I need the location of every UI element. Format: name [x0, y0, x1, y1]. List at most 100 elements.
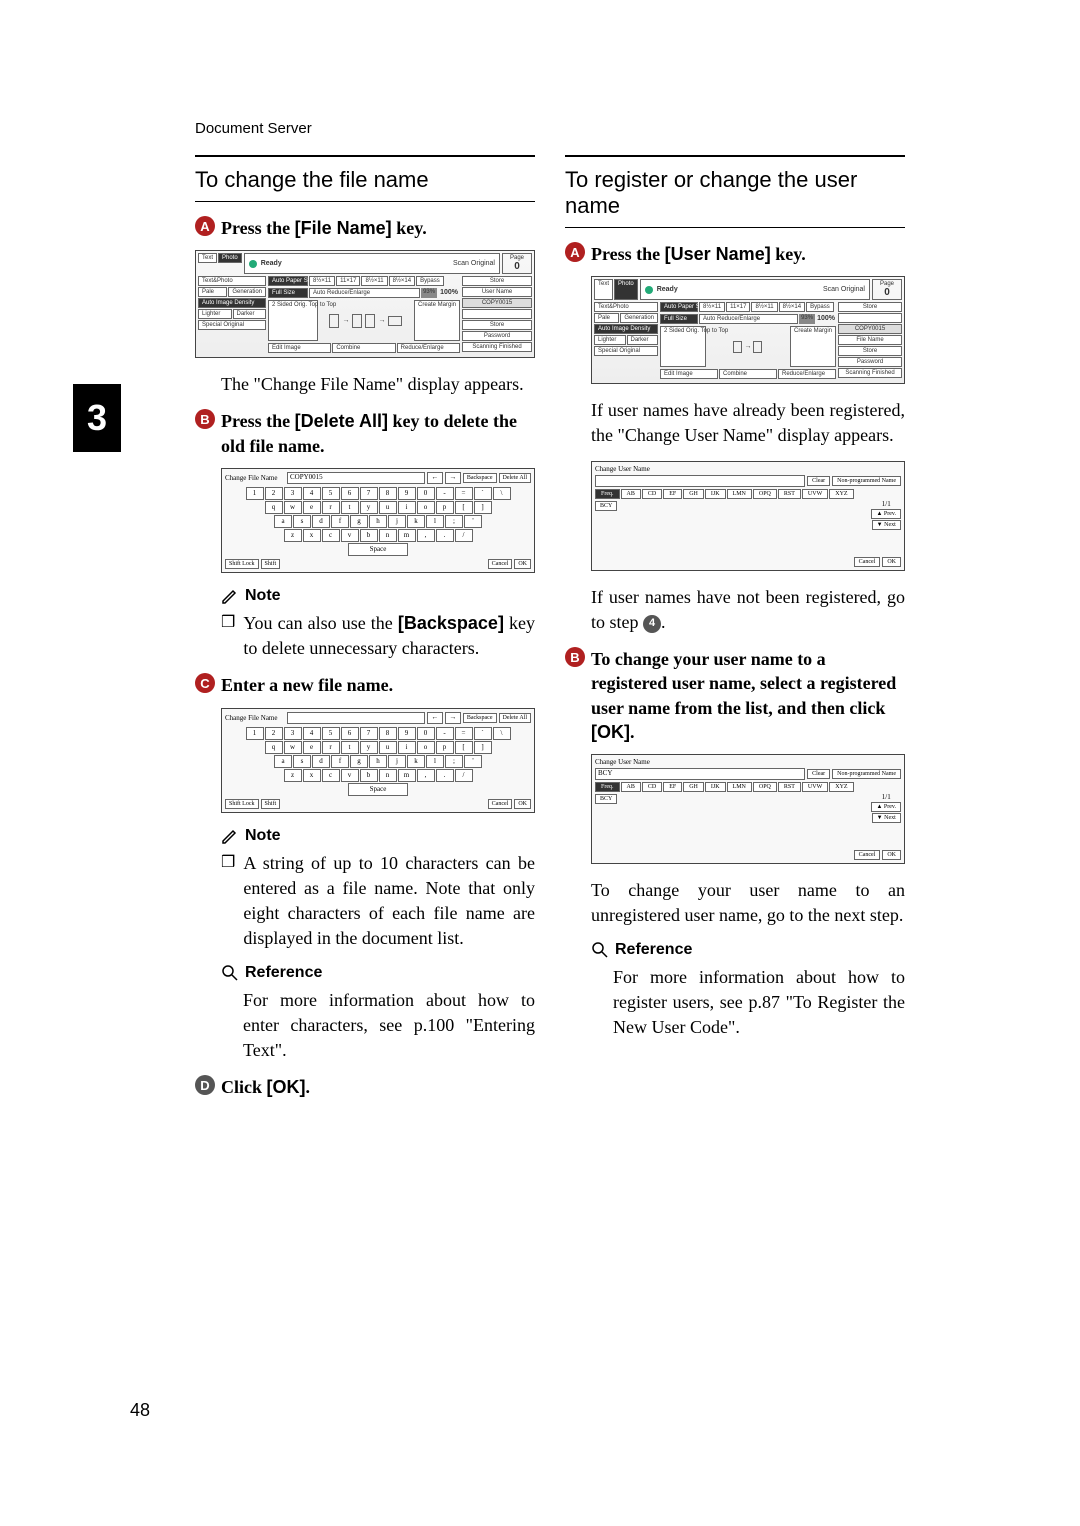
kb2-row4: zxcvbnm,./ [225, 769, 531, 782]
un-title-2: Change User Name [595, 758, 901, 766]
pct-r: 100% [816, 314, 836, 324]
ready-status-r: Ready Scan Original [640, 279, 870, 300]
note-2: Note [221, 827, 535, 845]
kb-key: 4 [303, 727, 321, 740]
right-column: To register or change the user name A Pr… [565, 155, 905, 1109]
un-tab: UVW [802, 489, 828, 499]
after-rstep1-text: If user names have already been register… [591, 398, 905, 448]
ready-text-r: Ready [657, 286, 678, 293]
pencil-icon [221, 827, 239, 845]
tab-textphoto: Text&Photo [198, 276, 266, 286]
tab-text-r: Text [594, 279, 613, 300]
kb-key: [ [455, 741, 473, 754]
kb-key: 7 [360, 727, 378, 740]
kb-key: 6 [341, 487, 359, 500]
kb2-row2: qwertyuiop[] [225, 741, 531, 754]
bypass: Bypass [416, 276, 444, 286]
un-cancel-1: Cancel [854, 557, 881, 567]
kb-right: → [445, 472, 461, 484]
kb-input: COPY0015 [287, 472, 425, 484]
kb-key: c [322, 529, 340, 542]
user-name-key: [User Name] [665, 244, 771, 264]
kb-key: \ [493, 487, 511, 500]
kb-key: 2 [265, 727, 283, 740]
kb-key: t [341, 501, 359, 514]
filenameval: COPY0015 [462, 298, 532, 308]
step-marker-b: B [195, 409, 215, 429]
page-counter-r: Page 0 [872, 279, 902, 300]
special-original-r: Special Original [594, 346, 658, 356]
page-counter: Page 0 [502, 253, 532, 274]
ref-label-right: Reference [615, 941, 692, 959]
kb-key: ' [464, 755, 482, 768]
store-btn: Store [462, 276, 532, 286]
auto-paper-r: Auto Paper Select [660, 302, 698, 312]
kb-key: 7 [360, 487, 378, 500]
kb2-row1: 1234567890-=`\ [225, 727, 531, 740]
kb-key: \ [493, 727, 511, 740]
kb-key: q [265, 741, 283, 754]
combine-r: Combine [719, 369, 777, 379]
right-step-1: A Press the [User Name] key. [565, 242, 905, 266]
un-tabs-2: Freq.ABCDEFGHIJKLMNOPQRSTUVWXYZ [595, 782, 901, 792]
auto-reduce-r: Auto Reduce/Enlarge [699, 314, 798, 324]
un-bcy-2: BCY [595, 794, 617, 804]
kb-space: Space [348, 543, 408, 556]
kb2-row3: asdfghjkl;' [225, 755, 531, 768]
kb-title-2: Change File Name [225, 714, 285, 722]
kb-key: - [436, 487, 454, 500]
un-tab: Freq. [595, 489, 620, 499]
note2-text: A string of up to 10 characters can be e… [243, 851, 535, 952]
tab-gen-r: Generation [620, 313, 658, 323]
header-label: Document Server [195, 120, 312, 137]
un-title-1: Change User Name [595, 465, 901, 473]
kb-ok: OK [514, 559, 531, 569]
tab-pale: Pale [198, 287, 227, 297]
kb-key: s [293, 515, 311, 528]
kb-key: t [341, 741, 359, 754]
step-2: B Press the [Delete All] key to delete t… [195, 409, 535, 458]
kb-key: 5 [322, 727, 340, 740]
step-marker-c: C [195, 673, 215, 693]
lighter-btn: Lighter [198, 309, 232, 319]
full-size: Full Size [268, 288, 308, 298]
username-screenshot-2: Change User Name BCY Clear Non-programme… [591, 754, 905, 864]
kb-key: 9 [398, 727, 416, 740]
step2-prefix: Press the [221, 411, 295, 431]
step4-prefix: Click [221, 1077, 267, 1097]
ready-icon [249, 260, 257, 268]
kb-key: 1 [246, 487, 264, 500]
un-ok-2: OK [882, 850, 901, 860]
magnifier-icon [591, 941, 609, 959]
kb-key: r [322, 501, 340, 514]
scan-original-text-r: Scan Original [823, 286, 865, 293]
kb-key: l [426, 515, 444, 528]
list-bullet-icon: ❒ [221, 611, 235, 661]
un-tab: GH [683, 489, 704, 499]
note1-prefix: You can also use the [243, 613, 398, 633]
note2-item: ❒ A string of up to 10 characters can be… [221, 851, 535, 952]
rstep1-prefix: Press the [591, 244, 665, 264]
kb-key: b [360, 769, 378, 782]
kb-key: e [303, 741, 321, 754]
scan-original-text: Scan Original [453, 260, 495, 267]
kb-key: m [398, 529, 416, 542]
kb-key: d [312, 755, 330, 768]
un-tab: CD [642, 489, 662, 499]
create-margin: Create Margin [414, 300, 460, 341]
note1-item: ❒ You can also use the [Backspace] key t… [221, 611, 535, 661]
tab-photo: Photo [218, 253, 242, 263]
kb-key: a [274, 515, 292, 528]
ref-label-left: Reference [245, 964, 322, 982]
kb-key: r [322, 741, 340, 754]
kb-key: ; [445, 515, 463, 528]
rstep2-suffix: . [630, 722, 635, 742]
kb-key: / [455, 769, 473, 782]
darker-btn: Darker [233, 309, 267, 319]
filenameval-r: COPY0015 [838, 324, 902, 334]
ok-key-r: [OK] [591, 722, 630, 742]
kb-key: f [331, 515, 349, 528]
size-1: 8½×11 [309, 276, 335, 286]
un-input-1 [595, 475, 805, 487]
kb-ok-2: OK [514, 799, 531, 809]
